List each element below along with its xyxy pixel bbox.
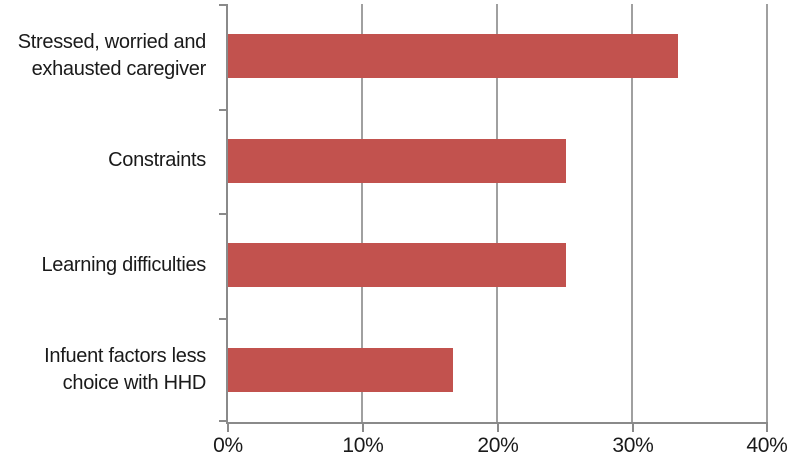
category-label-3: Learning difficulties <box>41 253 206 276</box>
gridline-10% <box>361 4 363 422</box>
bar-1 <box>228 34 678 79</box>
x-tick-label-40%: 40% <box>746 434 788 457</box>
gridline-20% <box>496 4 498 422</box>
y-axis-tick-mark <box>219 213 226 215</box>
plot-area <box>226 4 768 424</box>
y-axis-tick-mark <box>219 108 226 111</box>
y-axis-tick-mark <box>219 420 226 422</box>
x-tick-label-10%: 10% <box>342 434 384 457</box>
bar-2 <box>228 138 566 183</box>
category-label-4: Infuent factors less choice with HHD <box>44 344 206 394</box>
x-axis-tick-mark <box>632 424 634 432</box>
x-axis-tick-mark <box>766 424 768 432</box>
x-tick-label-30%: 30% <box>612 434 654 457</box>
x-tick-label-20%: 20% <box>477 434 519 457</box>
y-axis-category-labels: Stressed, worried and exhausted caregiver… <box>0 4 207 422</box>
x-axis-tick-mark <box>362 424 364 432</box>
category-label-2: Constraints <box>108 149 206 172</box>
bar-3 <box>228 243 566 288</box>
category-label-1: Stressed, worried and exhausted caregiver <box>17 31 207 81</box>
y-axis-tick-mark <box>219 317 226 320</box>
bar-4 <box>228 347 454 392</box>
x-axis-tick-mark <box>227 424 229 432</box>
gridline-40% <box>766 4 768 422</box>
y-axis-tick-mark <box>219 4 226 6</box>
gridline-30% <box>631 4 633 422</box>
x-axis-tick-labels: 0% 10% 20% 30% 40% <box>0 434 789 460</box>
x-tick-label-0%: 0% <box>213 434 243 457</box>
x-axis-tick-mark <box>497 424 499 432</box>
